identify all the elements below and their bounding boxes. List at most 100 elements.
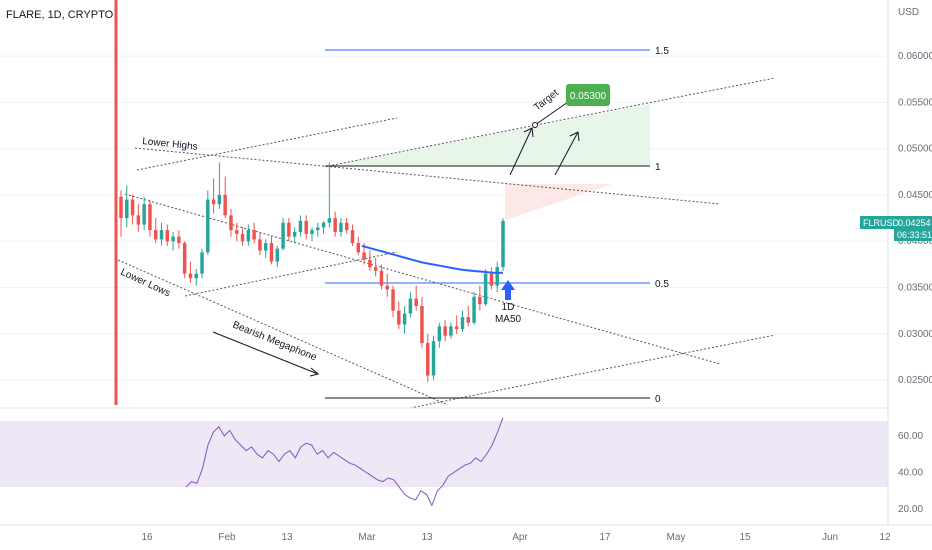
candle-body: [217, 194, 222, 205]
candle-body: [368, 259, 372, 268]
price-tick-label: 0.04500: [898, 190, 932, 201]
channel-lower-left-line[interactable]: [184, 251, 398, 297]
candle-body: [483, 273, 488, 305]
candle-body: [379, 270, 384, 286]
price-tick-label: 0.05500: [898, 97, 932, 108]
candle-body: [304, 220, 308, 234]
price-tick-label: 0.03500: [898, 283, 932, 294]
symbol-title: FLARE, 1D, CRYPTO: [6, 9, 114, 21]
candle-body: [408, 298, 413, 314]
candle-body: [339, 222, 343, 232]
candle-body: [489, 273, 494, 286]
candle-body: [153, 230, 158, 240]
time-tick-label: 12: [879, 532, 891, 543]
channel-lower-right-line[interactable]: [409, 334, 776, 408]
candle-body: [159, 230, 164, 240]
time-tick-label: Apr: [512, 532, 528, 543]
price-axis[interactable]: 0.06000 0.05500 0.05000 0.04500 0.04000 0.035…: [898, 51, 932, 386]
candle-body: [240, 233, 245, 242]
candle-body: [466, 317, 471, 323]
candle-body: [200, 252, 204, 274]
candle-body: [362, 252, 366, 260]
rsi-line[interactable]: [185, 417, 504, 507]
candle-body: [148, 204, 152, 231]
candle-body: [431, 341, 436, 376]
candle-body: [223, 194, 227, 216]
price-tick-label: 0.03000: [898, 329, 932, 340]
candle-body: [165, 230, 170, 242]
fib-label-1-5: 1.5: [655, 46, 669, 57]
ma50-line[interactable]: [361, 244, 503, 274]
candle-body: [292, 231, 297, 237]
price-badge-symbol-box: [860, 216, 932, 229]
time-tick-label: 13: [421, 532, 433, 543]
candle-body: [194, 273, 198, 279]
candle-body: [321, 222, 326, 228]
candle-body: [246, 230, 251, 242]
price-badge-countdown: 06:33:51: [897, 230, 932, 240]
candle-body: [454, 326, 459, 330]
channel-upper-left-line[interactable]: [136, 117, 398, 171]
ma-label-2: MA50: [495, 314, 522, 325]
price-badge-value: 0.04254: [898, 218, 931, 228]
rsi-band: [0, 421, 888, 487]
time-axis[interactable]: 16 Feb 13 Mar 13 Apr 17 May 15 Jun 12: [141, 532, 891, 543]
rsi-tick-label: 20.00: [898, 504, 923, 515]
candle-body: [443, 326, 447, 336]
candle-body: [449, 326, 453, 336]
candle-body: [327, 218, 332, 223]
time-tick-label: May: [667, 532, 686, 543]
lower-highs-label: Lower Highs: [142, 136, 198, 153]
candle-body: [229, 215, 233, 231]
candle-body: [235, 230, 239, 234]
candle-body: [350, 230, 355, 244]
time-tick-label: 15: [739, 532, 751, 543]
megaphone-upper-inner-line[interactable]: [124, 193, 721, 365]
lower-lows-line[interactable]: [117, 259, 449, 406]
candle-body: [373, 267, 378, 271]
candle-body: [501, 220, 505, 268]
time-tick-label: Feb: [218, 532, 236, 543]
time-tick-label: Mar: [358, 532, 376, 543]
currency-label: USD: [898, 7, 919, 18]
rsi-tick-label: 60.00: [898, 431, 923, 442]
candle-body: [298, 220, 303, 232]
lower-highs-line[interactable]: [134, 147, 721, 205]
candle-body: [206, 199, 210, 253]
candle-body: [385, 285, 389, 290]
target-arrow-2: [554, 131, 580, 176]
ma50-marker-arrow: [501, 280, 515, 300]
candle-body: [275, 248, 280, 262]
price-tick-label: 0.06000: [898, 51, 932, 62]
candles: [119, 162, 505, 382]
candle-body: [420, 306, 424, 344]
fib-label-0-5: 0.5: [655, 279, 669, 290]
candle-body: [356, 243, 361, 253]
fib-label-0: 0: [655, 394, 661, 405]
candle-body: [460, 317, 465, 330]
candle-body: [188, 273, 193, 279]
target-arrow-1: [509, 127, 534, 176]
time-tick-label: 17: [599, 532, 611, 543]
price-tick-label: 0.04000: [898, 236, 932, 247]
candle-body: [402, 313, 407, 325]
candle-body: [287, 222, 291, 237]
candle-body: [130, 199, 135, 216]
price-tick-label: 0.05000: [898, 144, 932, 155]
fib-label-1: 1: [655, 162, 661, 173]
target-badge[interactable]: [566, 84, 610, 106]
candle-body: [142, 204, 146, 225]
price-tick-label: 0.02500: [898, 375, 932, 386]
time-tick-label: 13: [281, 532, 293, 543]
candle-body: [437, 326, 442, 342]
target-point: [532, 122, 538, 128]
candle-body: [171, 236, 175, 242]
candle-body: [182, 243, 187, 274]
time-tick-label: 16: [141, 532, 153, 543]
candle-body: [281, 222, 285, 249]
candle-body: [397, 310, 401, 325]
candle-body: [310, 230, 314, 234]
target-pointer-line: [534, 101, 569, 126]
candle-body: [263, 243, 268, 251]
